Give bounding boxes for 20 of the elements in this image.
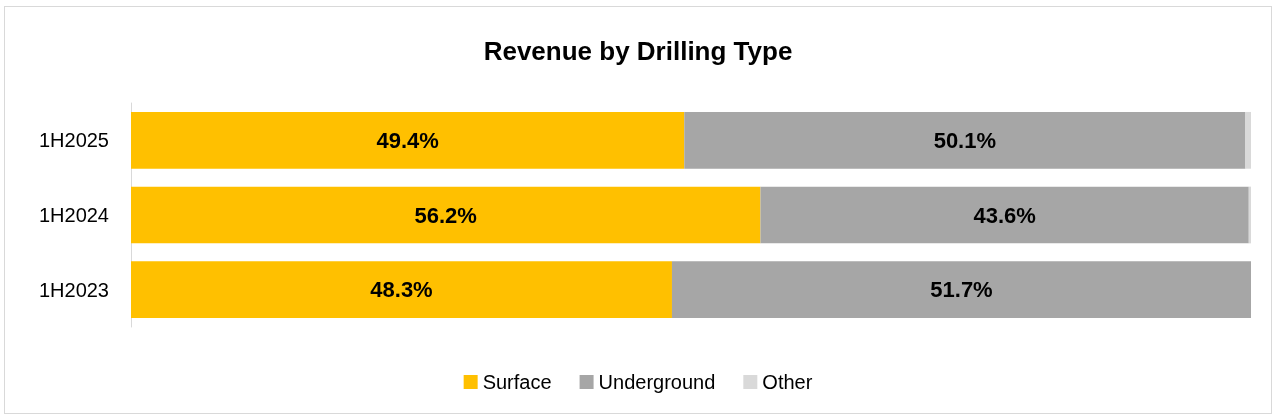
data-label: 51.7% [930, 277, 993, 303]
y-tick-label: 1H2023 [38, 278, 109, 301]
y-tick-label: 1H2025 [38, 129, 109, 152]
y-tick-label: 1H2024 [38, 204, 109, 226]
chart-title: Revenue by Drilling Type [483, 36, 793, 66]
bar [760, 186, 1249, 244]
legend-label: Underground [598, 371, 716, 393]
legend-label: Surface [482, 371, 552, 393]
bar [131, 261, 672, 319]
data-label: 48.3% [370, 277, 433, 303]
bar [1245, 111, 1251, 169]
bar [684, 111, 1246, 169]
data-label: 43.6% [973, 202, 1036, 228]
bar [671, 261, 1251, 319]
bar [131, 111, 685, 169]
bar [131, 186, 761, 244]
data-label: 49.4% [376, 127, 439, 153]
data-label: 50.1% [933, 127, 997, 153]
data-label: 56.2% [414, 202, 477, 228]
legend-label: Other [762, 371, 813, 393]
